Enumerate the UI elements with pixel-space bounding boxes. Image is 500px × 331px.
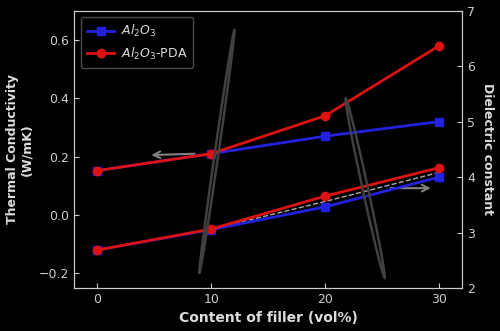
Y-axis label: Thermal Conductivity
(W/mK): Thermal Conductivity (W/mK) bbox=[6, 74, 34, 224]
X-axis label: Content of filler (vol%): Content of filler (vol%) bbox=[179, 311, 358, 325]
Y-axis label: Dielectric constant: Dielectric constant bbox=[482, 83, 494, 215]
Legend: $Al_2O_3$, $Al_2O_3$-PDA: $Al_2O_3$, $Al_2O_3$-PDA bbox=[80, 17, 194, 68]
